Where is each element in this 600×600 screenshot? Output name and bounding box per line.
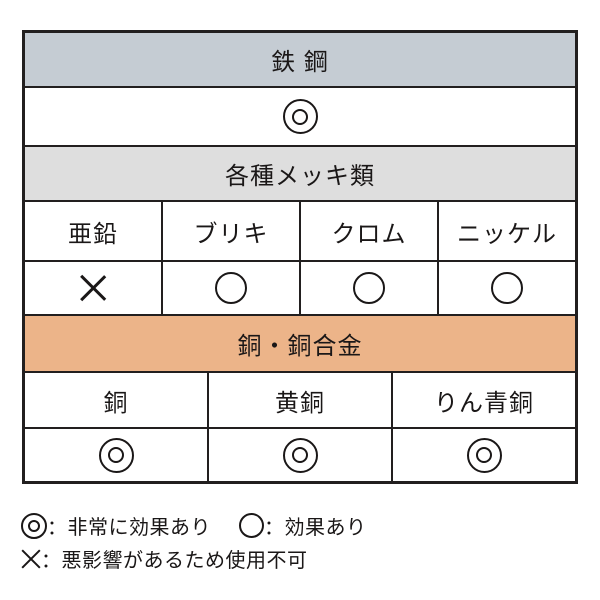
material-compatibility-table: 鉄 鋼 各種メッキ類 亜鉛 ブリキ クロム ニッケル 銅・銅合金 銅 黄銅 xyxy=(22,30,578,484)
double-circle-icon xyxy=(282,437,318,473)
rating-cell xyxy=(25,429,207,481)
circle-icon xyxy=(239,513,264,538)
material-row-copper: 銅 黄銅 りん青銅 xyxy=(25,371,575,427)
legend-item-not-usable: ：悪影響があるため使用不可 xyxy=(21,544,308,573)
circle-icon xyxy=(215,272,247,304)
cross-icon xyxy=(80,275,107,302)
rating-cell xyxy=(25,88,575,145)
circle-icon xyxy=(491,272,523,304)
legend-line-2: ：悪影響があるため使用不可 xyxy=(21,542,367,575)
rating-cell xyxy=(207,429,391,481)
section-header-copper: 銅・銅合金 xyxy=(25,314,575,371)
material-cell-phosphor-bronze: りん青銅 xyxy=(391,373,575,427)
rating-cell xyxy=(437,262,575,314)
legend-line-1: ：非常に効果あり ：効果あり xyxy=(21,509,367,542)
material-cell-copper: 銅 xyxy=(103,389,129,417)
material-row-plating: 亜鉛 ブリキ クロム ニッケル xyxy=(25,200,575,260)
legend: ：非常に効果あり ：効果あり ：悪影響があるため使用不可 xyxy=(21,509,367,575)
double-circle-icon xyxy=(282,99,318,134)
section-header-steel: 鉄 鋼 xyxy=(25,33,575,86)
material-cell-chrome: クロム xyxy=(299,202,437,260)
cross-icon xyxy=(21,549,41,569)
section-header-label: 銅・銅合金 xyxy=(25,316,575,371)
double-circle-icon xyxy=(21,512,47,539)
rating-row-copper xyxy=(25,427,575,481)
rating-cell xyxy=(299,262,437,314)
material-cell-brass: 黄銅 xyxy=(207,373,391,427)
legend-text: ：効果あり xyxy=(264,517,367,539)
material-cell-tinplate: ブリキ xyxy=(161,202,299,260)
double-circle-icon xyxy=(466,437,502,473)
section-header-plating: 各種メッキ類 xyxy=(25,145,575,200)
legend-text: ：非常に効果あり xyxy=(47,517,211,539)
rating-cell xyxy=(391,429,575,481)
legend-item-effective: ：効果あり xyxy=(239,511,367,540)
material-cell-nickel: ニッケル xyxy=(437,202,575,260)
legend-text: ：悪影響があるため使用不可 xyxy=(41,550,308,572)
section-header-label: 各種メッキ類 xyxy=(25,147,575,200)
section-header-label: 鉄 鋼 xyxy=(25,33,575,86)
rating-cell xyxy=(25,262,161,314)
legend-item-very-effective: ：非常に効果あり xyxy=(21,511,211,540)
material-cell-zinc: 亜鉛 xyxy=(68,220,118,248)
rating-row-steel xyxy=(25,86,575,145)
rating-row-plating xyxy=(25,260,575,314)
double-circle-icon xyxy=(98,437,134,473)
rating-cell xyxy=(161,262,299,314)
circle-icon xyxy=(353,272,385,304)
